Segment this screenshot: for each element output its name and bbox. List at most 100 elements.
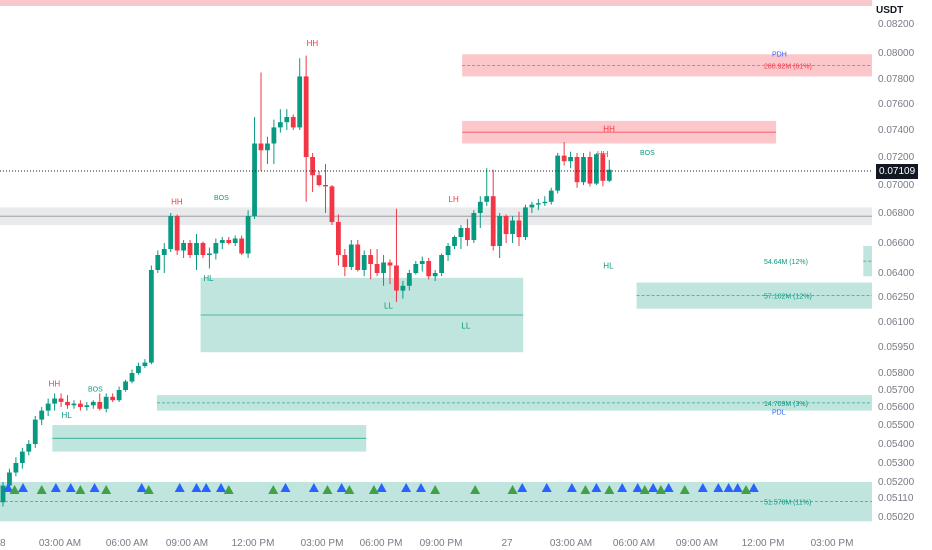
candle-body[interactable]: [535, 203, 541, 205]
candle-body[interactable]: [413, 264, 419, 273]
candle-body[interactable]: [445, 246, 451, 255]
candle-body[interactable]: [297, 76, 303, 128]
candle-body[interactable]: [394, 265, 399, 291]
candle-body[interactable]: [374, 264, 380, 273]
candle-body[interactable]: [555, 155, 561, 191]
candle-body[interactable]: [161, 249, 167, 255]
candle-body[interactable]: [277, 122, 283, 128]
candle-body[interactable]: [368, 255, 374, 264]
candle-body[interactable]: [123, 381, 128, 391]
candle-body[interactable]: [471, 213, 477, 240]
candle-body[interactable]: [148, 270, 154, 363]
candle-body[interactable]: [600, 154, 606, 181]
candle-body[interactable]: [490, 196, 496, 246]
candle-body[interactable]: [142, 362, 148, 367]
candle-body[interactable]: [303, 76, 309, 157]
candle-body[interactable]: [426, 261, 432, 277]
candle-body[interactable]: [65, 401, 70, 406]
candle-body[interactable]: [510, 220, 515, 235]
candle-body[interactable]: [252, 143, 257, 217]
candle-body[interactable]: [136, 366, 141, 373]
candle-body[interactable]: [103, 396, 109, 409]
candle-body[interactable]: [452, 237, 457, 246]
candle-body[interactable]: [336, 222, 341, 255]
candle-body[interactable]: [194, 243, 199, 255]
candle-body[interactable]: [13, 463, 19, 473]
candle-body[interactable]: [110, 396, 116, 401]
candle-body[interactable]: [465, 228, 470, 240]
candle-body[interactable]: [78, 403, 83, 407]
candle-body[interactable]: [181, 243, 186, 251]
candle-body[interactable]: [381, 262, 386, 274]
candle-body[interactable]: [58, 398, 64, 402]
candle-body[interactable]: [323, 185, 328, 187]
candle-body[interactable]: [284, 117, 290, 123]
candle-body[interactable]: [187, 243, 193, 255]
candle-body[interactable]: [84, 405, 90, 407]
candle-body[interactable]: [52, 398, 57, 404]
candle-body[interactable]: [400, 285, 406, 291]
candle-body[interactable]: [316, 175, 322, 185]
currency-label[interactable]: USDT: [876, 5, 904, 16]
candle-body[interactable]: [0, 485, 6, 503]
candle-body[interactable]: [484, 196, 490, 202]
candle-body[interactable]: [7, 472, 12, 486]
candle-body[interactable]: [310, 157, 315, 176]
candle-body[interactable]: [207, 253, 212, 256]
candle-body[interactable]: [39, 410, 45, 420]
candle-body[interactable]: [477, 201, 483, 213]
candle-body[interactable]: [516, 220, 522, 238]
candle-body[interactable]: [606, 169, 612, 181]
candle-body[interactable]: [265, 143, 270, 151]
candle-body[interactable]: [594, 154, 599, 184]
candle-body[interactable]: [387, 262, 393, 266]
candle-body[interactable]: [542, 201, 548, 204]
candle-body[interactable]: [439, 255, 444, 273]
candle-body[interactable]: [406, 273, 412, 286]
candle-body[interactable]: [90, 401, 96, 406]
candle-body[interactable]: [329, 186, 335, 222]
candle-body[interactable]: [523, 207, 528, 237]
candle-body[interactable]: [239, 238, 245, 254]
candle-body[interactable]: [574, 157, 580, 183]
candle-body[interactable]: [561, 155, 567, 162]
candle-body[interactable]: [548, 190, 554, 202]
candle-body[interactable]: [348, 244, 354, 268]
candle-body[interactable]: [503, 216, 509, 234]
candle-body[interactable]: [361, 255, 367, 270]
candle-body[interactable]: [258, 143, 264, 151]
candle-body[interactable]: [168, 216, 174, 249]
candle-body[interactable]: [432, 273, 438, 277]
candle-body[interactable]: [129, 373, 135, 382]
candle-body[interactable]: [155, 255, 161, 270]
candle-body[interactable]: [71, 403, 77, 406]
candle-body[interactable]: [458, 228, 464, 237]
y-axis-ticks: 0.08200 0.08000 0.07800 0.07600 0.07400 0.072…: [878, 19, 915, 523]
candle-body[interactable]: [226, 240, 232, 243]
candle-body[interactable]: [26, 444, 32, 452]
x-tick-label: 06:00 AM: [613, 538, 655, 549]
candle-body[interactable]: [245, 216, 251, 254]
candle-body[interactable]: [19, 451, 25, 463]
candle-body[interactable]: [213, 243, 219, 254]
price-axis[interactable]: [872, 0, 932, 550]
candle-body[interactable]: [355, 244, 361, 271]
candle-body[interactable]: [200, 243, 206, 255]
candle-body[interactable]: [45, 403, 51, 411]
candle-body[interactable]: [497, 216, 503, 246]
candle-body[interactable]: [419, 261, 425, 264]
candle-body[interactable]: [568, 157, 573, 162]
candle-body[interactable]: [32, 419, 38, 444]
candle-body[interactable]: [587, 157, 593, 184]
candle-body[interactable]: [97, 401, 103, 409]
candle-body[interactable]: [116, 390, 122, 401]
candle-body[interactable]: [232, 238, 238, 244]
candle-body[interactable]: [219, 240, 225, 243]
candle-body[interactable]: [342, 255, 348, 267]
candle-body[interactable]: [290, 117, 296, 128]
candle-body[interactable]: [174, 216, 180, 251]
candle-body[interactable]: [271, 127, 277, 144]
candle-body[interactable]: [581, 157, 586, 183]
candle-body[interactable]: [529, 204, 535, 208]
